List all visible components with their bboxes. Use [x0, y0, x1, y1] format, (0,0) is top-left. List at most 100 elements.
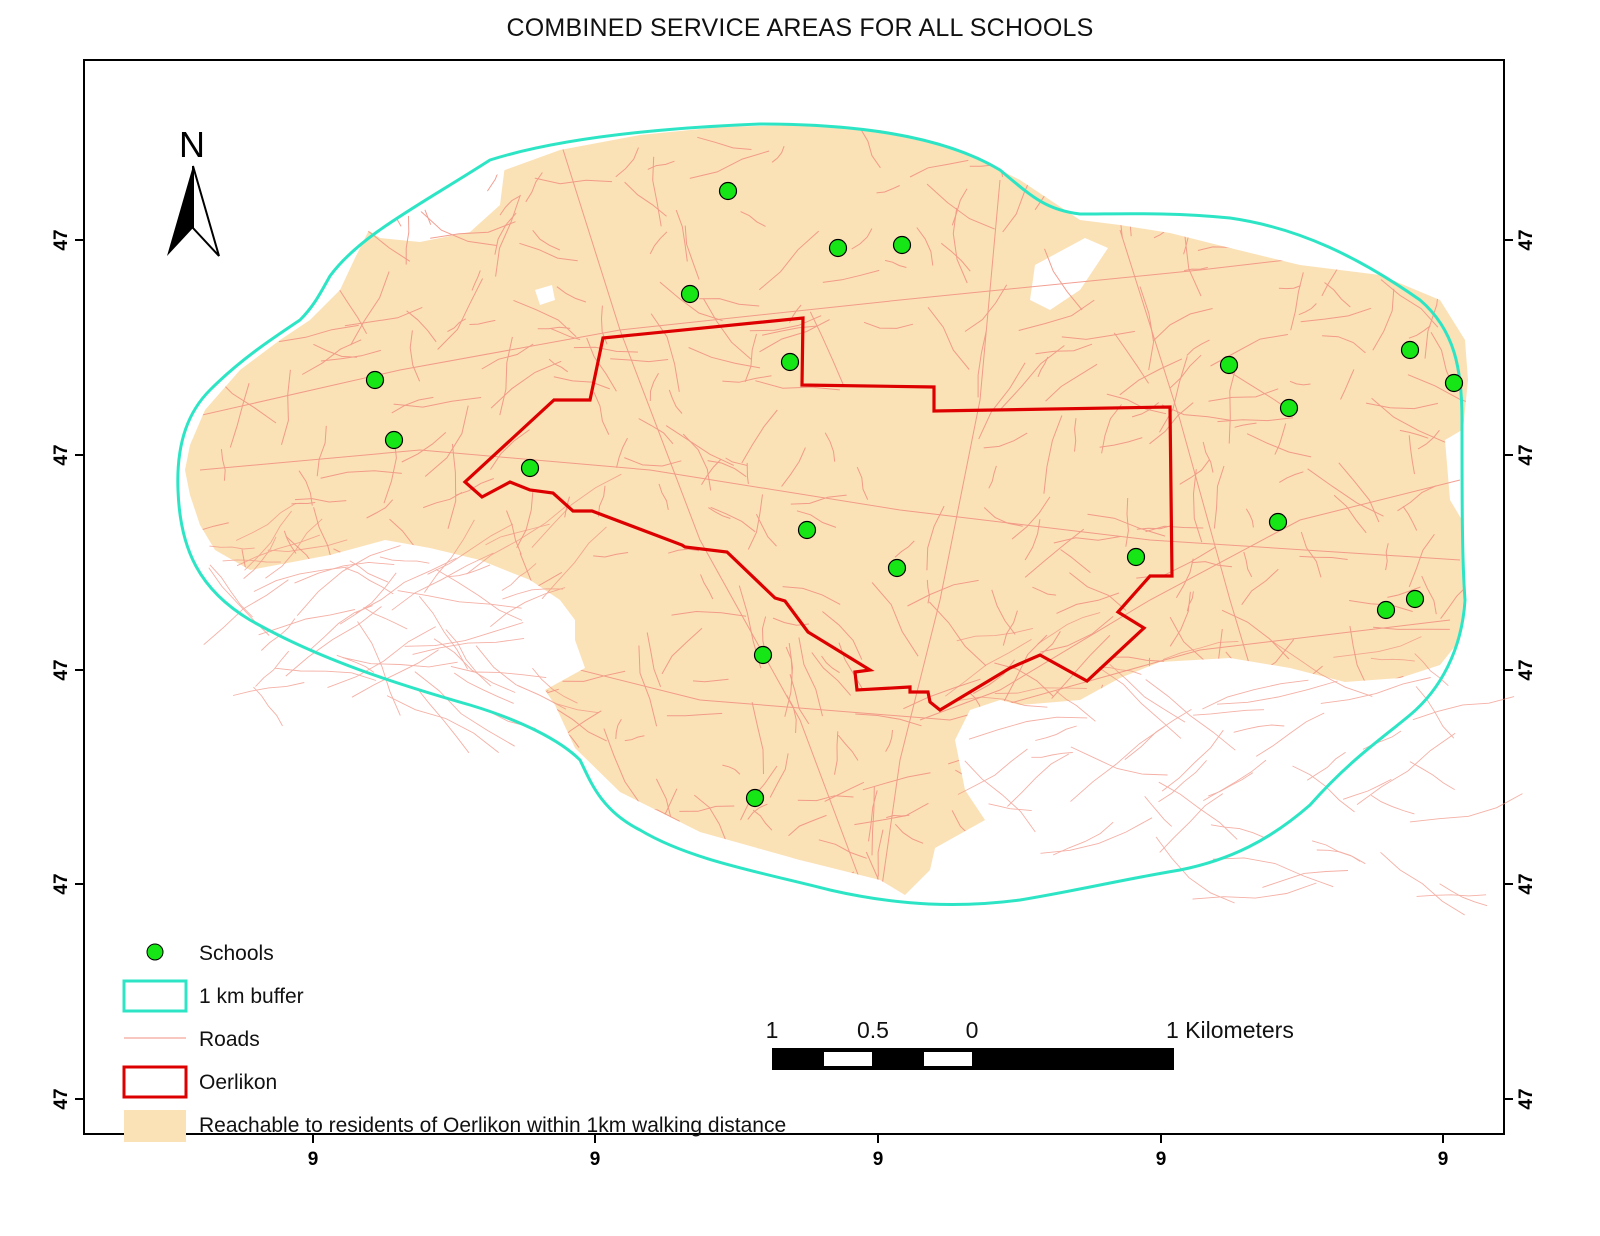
road	[1316, 849, 1361, 862]
road	[909, 159, 969, 178]
schools-layer	[365, 181, 1464, 808]
road	[386, 695, 499, 753]
road	[740, 211, 766, 227]
oerlikon-boundary	[462, 316, 1174, 712]
road	[1307, 468, 1384, 517]
road	[267, 539, 348, 553]
road	[391, 396, 434, 414]
road	[856, 466, 869, 500]
road	[1322, 335, 1366, 354]
road	[203, 579, 289, 646]
road	[409, 330, 421, 382]
road	[424, 405, 469, 477]
legend-roads-label: Roads	[199, 1028, 260, 1051]
road	[1069, 572, 1127, 611]
road	[1161, 729, 1224, 792]
road	[499, 195, 521, 216]
road	[688, 347, 761, 369]
road	[650, 313, 680, 392]
road	[427, 523, 514, 575]
road	[1044, 248, 1083, 311]
road	[822, 611, 863, 660]
school-marker	[780, 352, 800, 372]
road	[1385, 543, 1389, 571]
road	[418, 595, 468, 670]
road	[1272, 641, 1373, 697]
school-marker	[887, 558, 907, 578]
road	[751, 701, 764, 775]
road	[490, 360, 562, 409]
road	[1290, 272, 1304, 331]
road	[1408, 435, 1415, 475]
road	[1158, 760, 1207, 803]
road	[894, 540, 915, 558]
road	[956, 627, 1034, 642]
legend: Schools 1 km buffer Roads Oerlikon Reach…	[122, 942, 786, 1142]
road	[1155, 836, 1235, 904]
road	[513, 299, 577, 338]
map-title: COMBINED SERVICE AREAS FOR ALL SCHOOLS	[506, 14, 1094, 42]
road	[1184, 266, 1208, 272]
road	[1216, 680, 1338, 705]
road	[437, 278, 484, 350]
road	[556, 286, 587, 303]
road	[646, 632, 662, 687]
road	[185, 239, 1461, 421]
road	[1415, 686, 1455, 739]
road	[708, 507, 731, 519]
road	[746, 462, 749, 484]
road	[1035, 725, 1077, 741]
road	[281, 369, 291, 445]
road	[235, 502, 297, 541]
unreachable-patch-e	[1445, 430, 1462, 520]
road	[1043, 415, 1063, 494]
x-tick-label: 9	[873, 1149, 884, 1170]
road	[1119, 358, 1183, 396]
road	[1421, 575, 1437, 615]
road	[424, 519, 475, 593]
road	[1408, 325, 1431, 339]
road	[821, 655, 840, 674]
roads-outside-layer	[203, 473, 1523, 916]
road	[964, 760, 1036, 833]
legend-oerlikon-label: Oerlikon	[199, 1071, 277, 1094]
road	[1408, 534, 1435, 588]
road	[351, 649, 439, 698]
road	[391, 552, 494, 611]
road	[624, 735, 645, 742]
road	[786, 695, 797, 734]
road	[320, 470, 402, 479]
road	[1032, 586, 1057, 596]
road	[490, 587, 566, 628]
road	[1119, 229, 1261, 701]
road	[684, 225, 700, 280]
road	[405, 215, 410, 265]
road	[994, 687, 1087, 694]
road	[298, 470, 313, 506]
road	[1002, 634, 1048, 704]
road	[868, 790, 878, 842]
north-arrow-letter: N	[179, 124, 205, 165]
road	[1243, 551, 1253, 578]
road	[532, 667, 578, 704]
road	[855, 713, 922, 727]
road	[236, 534, 321, 567]
road	[349, 560, 389, 583]
road	[988, 803, 1032, 812]
road	[603, 728, 642, 806]
road	[1056, 592, 1120, 614]
road	[283, 530, 297, 554]
road	[550, 328, 581, 340]
road	[593, 552, 629, 558]
road	[1399, 429, 1429, 439]
road	[541, 526, 607, 600]
road	[1262, 870, 1349, 888]
road	[229, 383, 250, 448]
road	[1439, 883, 1488, 907]
road	[494, 212, 517, 255]
road	[516, 490, 534, 549]
road	[1035, 343, 1093, 355]
road	[744, 333, 757, 383]
road	[879, 179, 1001, 895]
road	[301, 339, 362, 375]
